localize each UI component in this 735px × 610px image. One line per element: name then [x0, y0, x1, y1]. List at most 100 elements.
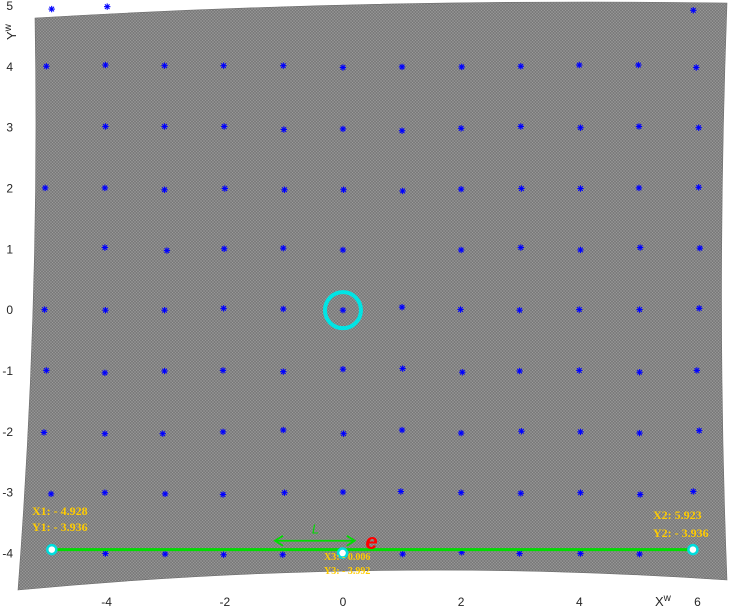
data-point — [43, 63, 50, 70]
y-axis-label-superscript: w — [3, 23, 14, 32]
annotation-p2-line1: X2: 5.923 — [653, 508, 702, 522]
data-point — [161, 550, 169, 558]
x-axis-label-superscript: w — [663, 593, 672, 604]
data-point — [457, 185, 465, 193]
data-point — [221, 185, 228, 192]
data-point — [280, 62, 287, 69]
data-point — [161, 490, 169, 498]
annotation-p3-line1: X3: - 0.006 — [324, 552, 370, 563]
measure-point-marker — [687, 543, 699, 556]
y-tick-label: -2 — [2, 425, 13, 439]
data-point — [399, 365, 406, 372]
annotation-p3-line2: Y3: - 3.992 — [324, 566, 370, 577]
data-point — [690, 488, 697, 495]
data-point — [280, 244, 287, 252]
data-point — [696, 244, 704, 252]
data-point — [399, 550, 406, 558]
data-point — [696, 427, 703, 434]
data-point — [279, 551, 286, 558]
x-tick-label: -2 — [219, 595, 230, 609]
data-point — [635, 184, 643, 192]
data-point — [577, 550, 584, 557]
data-point — [457, 306, 464, 313]
data-point — [281, 186, 288, 193]
data-point — [161, 306, 168, 314]
data-point — [339, 125, 347, 133]
y-axis-label: Yw — [3, 23, 19, 40]
data-point — [220, 62, 227, 69]
data-point — [220, 305, 227, 312]
data-point — [280, 368, 287, 375]
data-point — [280, 305, 287, 313]
data-point — [398, 127, 406, 134]
data-point — [220, 551, 227, 558]
data-point — [102, 306, 109, 314]
data-point — [101, 489, 109, 496]
data-point — [161, 62, 168, 69]
x-tick-label: -4 — [101, 595, 112, 609]
annotation-p1-line1: X1: - 4.928 — [32, 504, 88, 518]
y-tick-label: -3 — [2, 486, 13, 500]
data-point — [517, 123, 524, 130]
data-point — [517, 244, 524, 251]
data-point — [636, 369, 643, 376]
data-point — [339, 365, 347, 373]
annotation-p1-line2: Y1: - 3.936 — [32, 520, 88, 534]
data-point — [101, 244, 109, 251]
data-point — [693, 64, 700, 71]
data-point — [102, 61, 109, 69]
marker-layer — [40, 3, 704, 558]
data-point — [104, 3, 111, 10]
data-point — [518, 428, 525, 435]
data-point — [340, 186, 347, 193]
data-point — [398, 426, 406, 434]
x-tick-label: 6 — [694, 595, 701, 609]
data-point — [340, 430, 347, 437]
data-point — [48, 5, 55, 13]
data-point — [457, 429, 465, 437]
data-point — [41, 184, 49, 192]
y-tick-label: -4 — [2, 547, 13, 561]
data-point — [219, 491, 227, 498]
data-point — [636, 550, 643, 558]
data-point — [577, 428, 584, 436]
data-point — [576, 306, 583, 313]
data-point — [696, 305, 703, 312]
data-point — [398, 303, 406, 311]
data-point — [517, 490, 524, 497]
data-point — [47, 490, 55, 498]
x-tick-label: 4 — [576, 595, 583, 609]
data-point — [636, 306, 643, 313]
data-point — [516, 550, 523, 557]
data-point — [102, 123, 109, 130]
data-point — [281, 489, 288, 496]
data-point — [339, 488, 347, 496]
data-point — [41, 306, 48, 313]
x-axis-label-base: X — [655, 594, 664, 609]
data-point — [280, 126, 288, 133]
data-point — [636, 244, 644, 251]
measure-point-marker — [46, 543, 58, 556]
data-point — [399, 187, 406, 195]
data-point — [695, 124, 702, 131]
y-tick-label: -1 — [2, 364, 13, 378]
data-point — [690, 7, 697, 14]
length-arrow — [273, 534, 357, 547]
data-point — [695, 184, 702, 191]
data-point — [102, 550, 109, 557]
annotation-p2-line2: Y2: - 3.936 — [653, 526, 709, 540]
center-circle — [322, 290, 363, 331]
data-point — [577, 489, 584, 496]
tick-layer: -4 -2 0 2 4 6 5 4 3 2 1 0 -1 -2 -3 -4 — [2, 0, 701, 609]
data-point — [635, 123, 643, 130]
data-point — [635, 61, 642, 69]
data-point — [457, 246, 465, 254]
data-point — [101, 430, 109, 437]
data-point — [101, 369, 109, 377]
data-point — [458, 63, 465, 71]
data-point — [339, 306, 347, 314]
y-tick-label: 2 — [6, 182, 13, 196]
data-point — [161, 367, 168, 375]
data-point — [576, 61, 583, 69]
